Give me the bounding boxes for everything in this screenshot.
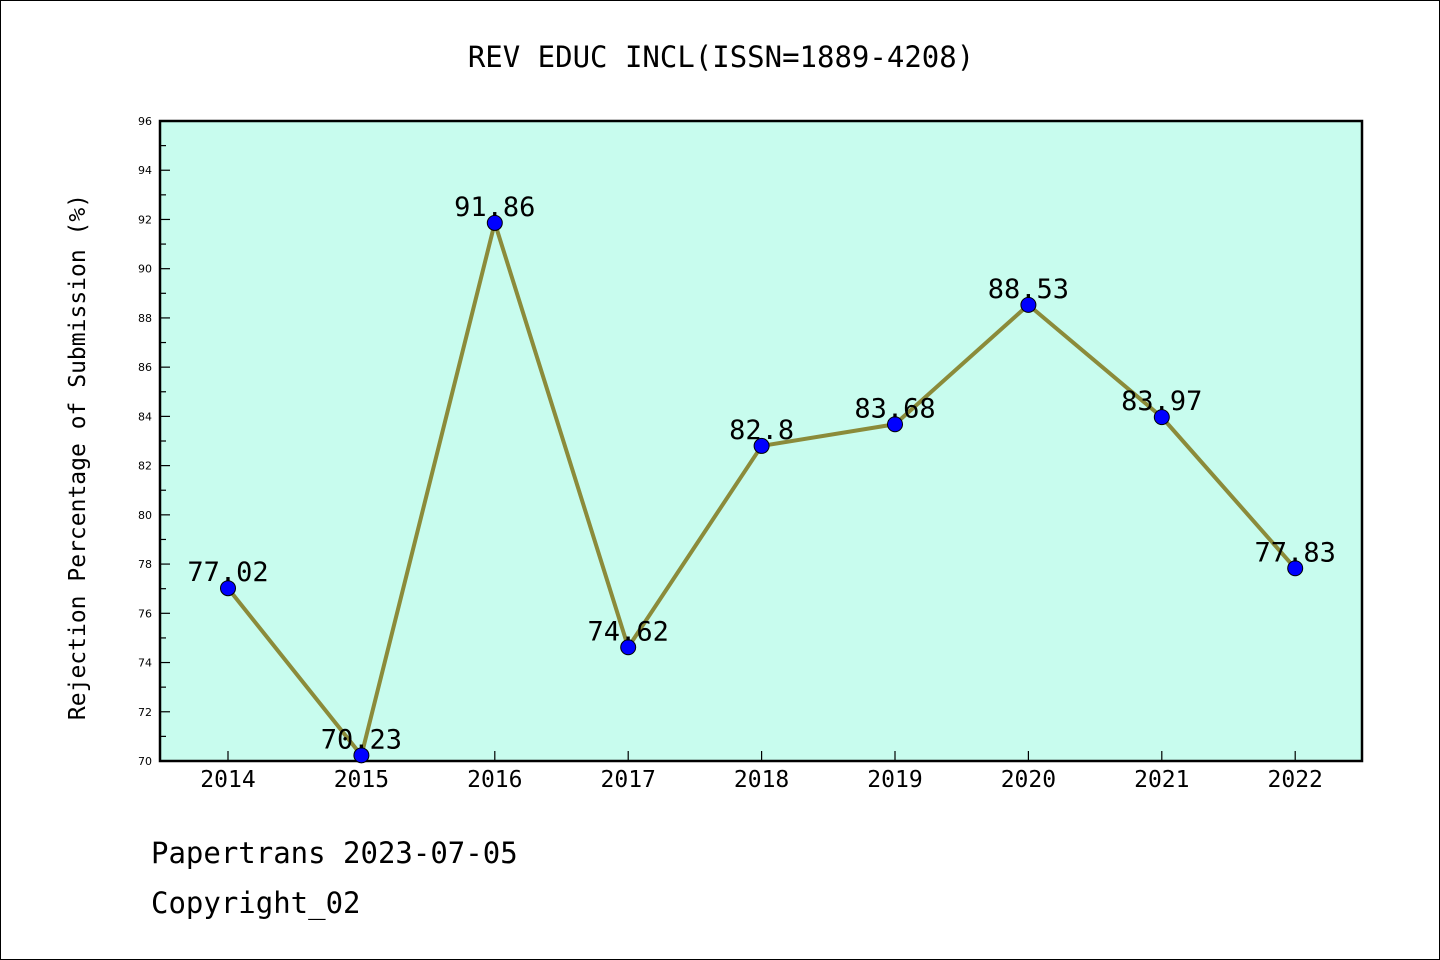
data-label: 83.68: [854, 393, 935, 424]
data-label: 77.83: [1255, 537, 1336, 568]
data-label: 74.62: [588, 616, 669, 647]
y-tick-label: 70: [138, 755, 152, 768]
y-tick-label: 90: [138, 263, 152, 276]
x-axis: 2014 2015 2016 2017 2018 2019 2020 2021 2022: [200, 751, 1323, 793]
data-point: [887, 416, 903, 433]
data-point: [353, 747, 370, 764]
x-tick-label: 2015: [334, 767, 389, 793]
series: 77.02 70.23 91.86 74.62 82.8 83.68 88.53 83.97 7…: [187, 192, 1336, 764]
data-label: 82.8: [729, 415, 794, 446]
data-point: [1020, 296, 1037, 313]
y-tick-label: 84: [138, 410, 152, 423]
data-label: 77.02: [187, 557, 268, 588]
data-label: 91.86: [454, 192, 535, 223]
data-label: 70.23: [321, 724, 402, 755]
x-tick-label: 2021: [1134, 767, 1189, 793]
x-tick-label: 2019: [867, 767, 922, 793]
data-point: [753, 437, 770, 454]
y-tick-label: 72: [138, 706, 152, 719]
data-point: [486, 214, 503, 231]
data-point: [1153, 409, 1170, 426]
y-tick-label: 80: [138, 509, 152, 522]
y-tick-label: 96: [138, 115, 152, 128]
data-point: [220, 580, 236, 597]
x-tick-label: 2020: [1001, 767, 1056, 793]
data-label: 83.97: [1121, 386, 1202, 417]
footer-copyright: Copyright_02: [151, 886, 361, 920]
y-tick-label: 82: [138, 460, 152, 473]
footer-date: Papertrans 2023-07-05: [151, 836, 518, 870]
y-tick-label: 92: [138, 213, 152, 226]
y-tick-label: 86: [138, 361, 152, 374]
y-axis: 70 72 74 76 78 80 82 84 86 88 90 92 94 96: [138, 115, 170, 768]
y-axis-label: Rejection Percentage of Submission (%): [65, 194, 91, 720]
x-tick-label: 2022: [1268, 767, 1323, 793]
x-tick-label: 2018: [734, 767, 789, 793]
chart-title: REV EDUC INCL(ISSN=1889-4208): [468, 40, 974, 74]
y-tick-label: 88: [138, 312, 152, 325]
x-tick-label: 2016: [467, 767, 522, 793]
y-tick-label: 76: [138, 607, 152, 620]
y-tick-label: 94: [138, 164, 152, 177]
x-tick-label: 2017: [601, 767, 656, 793]
data-point: [1287, 560, 1304, 577]
data-point: [620, 639, 637, 656]
x-tick-label: 2014: [200, 767, 255, 793]
y-tick-label: 74: [138, 657, 152, 670]
data-label: 88.53: [988, 274, 1069, 305]
y-tick-label: 78: [138, 558, 152, 571]
